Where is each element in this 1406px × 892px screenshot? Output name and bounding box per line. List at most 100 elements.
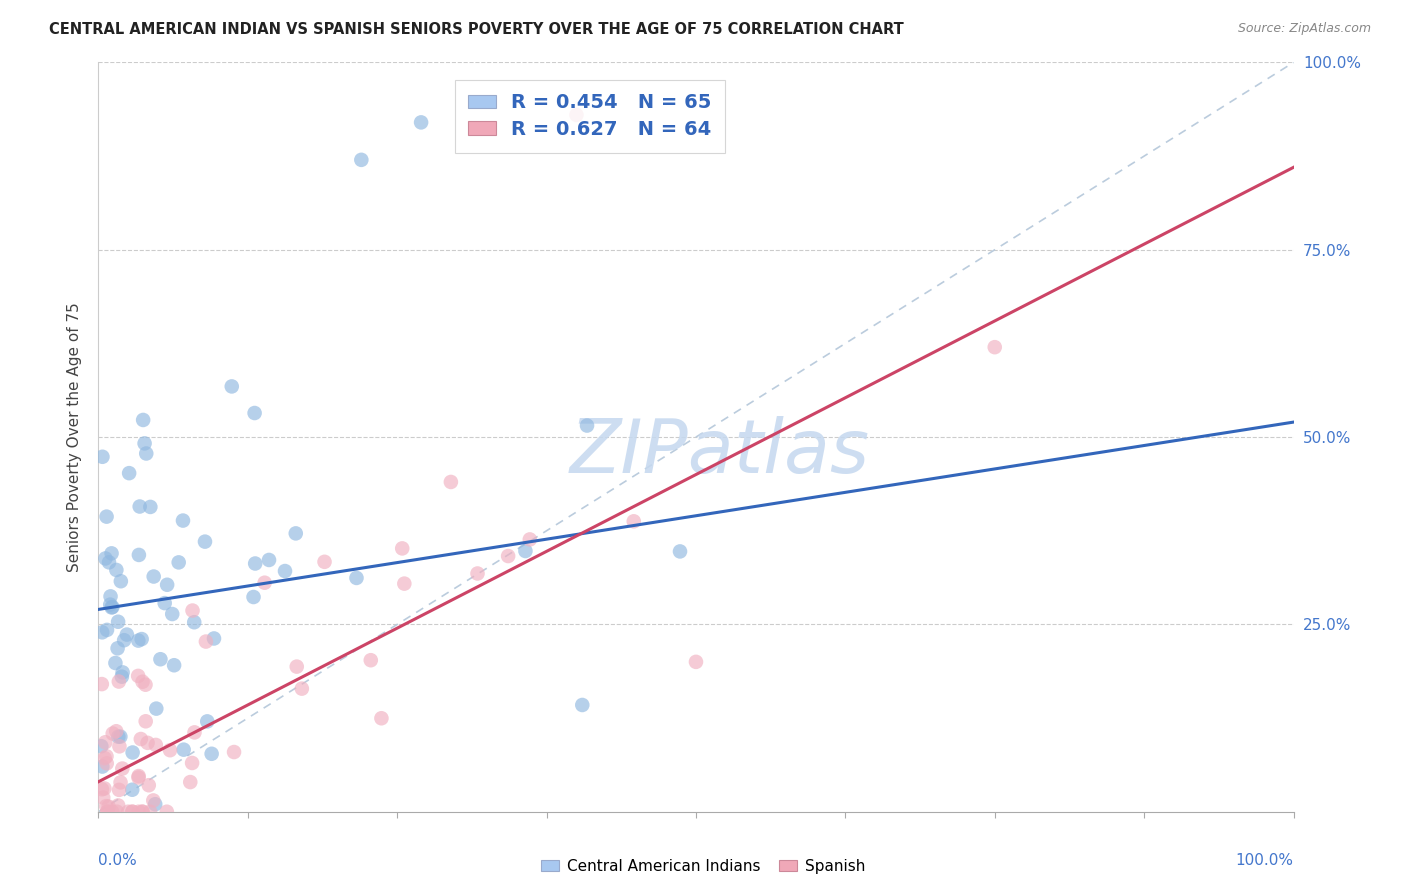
Point [93, 751, 115, 765]
Point [127, 669, 149, 683]
Point [108, 674, 131, 689]
Point [96, 799, 118, 814]
Point [394, 576, 416, 591]
Point [346, 571, 368, 585]
Point [202, 632, 225, 646]
Point [181, 756, 204, 770]
Point [98, 555, 121, 569]
Point [221, 379, 243, 393]
Point [105, 724, 128, 739]
Point [685, 655, 707, 669]
Point [128, 805, 150, 819]
Point [172, 514, 194, 528]
Point [94, 735, 117, 749]
Point [440, 475, 463, 489]
Point [253, 575, 276, 590]
Point [135, 446, 157, 460]
Point [96, 749, 118, 764]
Text: 100.0%: 100.0% [1236, 853, 1294, 868]
Point [984, 340, 1007, 354]
Point [145, 738, 167, 752]
Point [149, 652, 172, 666]
Point [121, 782, 143, 797]
Point [128, 769, 150, 783]
Point [496, 549, 519, 563]
Point [110, 730, 132, 744]
Legend: R = 0.454   N = 65, R = 0.627   N = 64: R = 0.454 N = 65, R = 0.627 N = 64 [454, 79, 725, 153]
Point [128, 500, 150, 514]
Point [274, 564, 297, 578]
Point [104, 656, 127, 670]
Point [173, 742, 195, 756]
Point [111, 670, 134, 684]
Point [515, 544, 537, 558]
Point [107, 730, 129, 744]
Point [105, 563, 128, 577]
Point [121, 805, 143, 819]
Point [91, 759, 114, 773]
Point [127, 633, 149, 648]
Point [370, 711, 392, 725]
Point [291, 681, 314, 696]
Point [101, 805, 124, 819]
Point [107, 615, 129, 629]
Point [108, 739, 131, 754]
Point [91, 782, 114, 797]
Point [162, 607, 184, 621]
Text: 0.0%: 0.0% [98, 853, 138, 868]
Point [96, 623, 118, 637]
Point [101, 726, 124, 740]
Point [156, 578, 179, 592]
Point [143, 797, 166, 812]
Point [284, 526, 307, 541]
Point [108, 782, 131, 797]
Point [139, 805, 162, 819]
Point [194, 634, 217, 648]
Point [576, 418, 599, 433]
Point [623, 514, 645, 528]
Point [111, 665, 134, 680]
Point [139, 500, 162, 514]
Point [90, 739, 112, 754]
Point [285, 659, 308, 673]
Point [96, 805, 118, 819]
Point [134, 678, 156, 692]
Point [105, 805, 128, 819]
Point [183, 725, 205, 739]
Point [242, 590, 264, 604]
Point [411, 115, 433, 129]
Point [571, 698, 593, 712]
Point [101, 600, 124, 615]
Point [222, 745, 245, 759]
Point [107, 798, 129, 813]
Point [94, 551, 117, 566]
Point [110, 775, 132, 789]
Legend: Central American Indians, Spanish: Central American Indians, Spanish [534, 853, 872, 880]
Point [136, 736, 159, 750]
Point [91, 790, 114, 805]
Point [142, 793, 165, 807]
Point [159, 743, 181, 757]
Point [111, 762, 134, 776]
Text: Source: ZipAtlas.com: Source: ZipAtlas.com [1237, 22, 1371, 36]
Point [391, 541, 413, 556]
Point [127, 771, 149, 785]
Point [131, 805, 153, 819]
Point [181, 603, 204, 617]
Point [91, 625, 114, 640]
Point [131, 805, 153, 819]
Point [96, 805, 118, 819]
Text: ZIPatlas: ZIPatlas [569, 416, 870, 488]
Point [96, 509, 118, 524]
Point [195, 714, 218, 729]
Point [131, 674, 153, 689]
Point [100, 600, 122, 615]
Point [107, 641, 129, 656]
Point [467, 566, 489, 581]
Point [183, 615, 205, 630]
Point [163, 658, 186, 673]
Point [115, 627, 138, 641]
Point [519, 533, 541, 547]
Point [565, 108, 588, 122]
Point [156, 805, 179, 819]
